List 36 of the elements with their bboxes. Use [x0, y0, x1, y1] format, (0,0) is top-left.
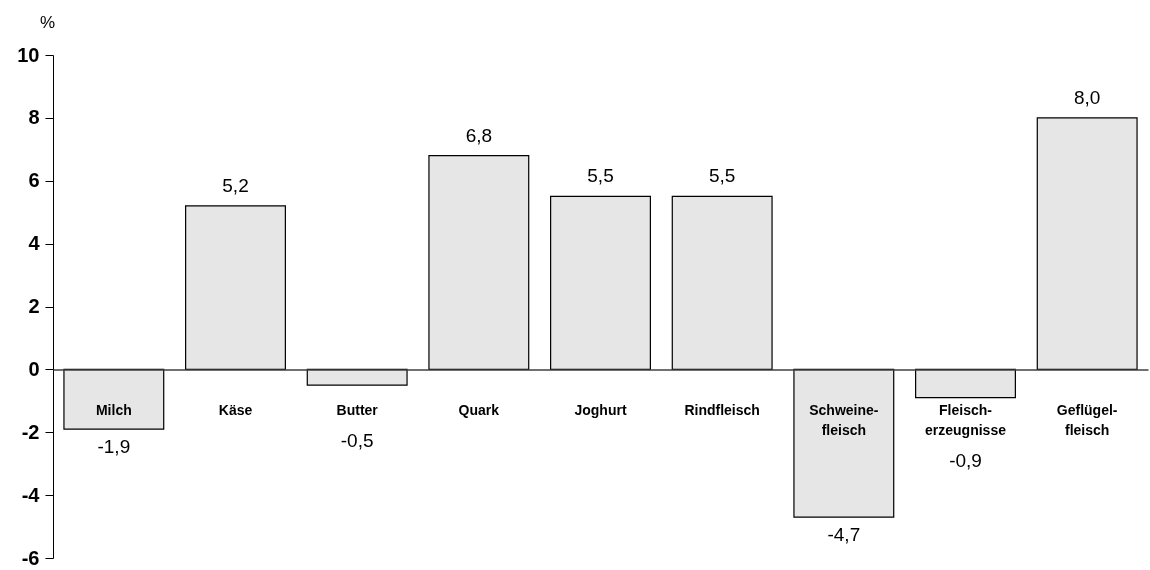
- x-tick-label: Quark: [458, 401, 500, 418]
- x-tick-label: Joghurt: [574, 401, 627, 418]
- y-tick-label: 8: [28, 106, 40, 129]
- x-tick-label: Käse: [218, 401, 253, 418]
- y-tick-label: 10: [17, 43, 40, 66]
- bar: [1036, 117, 1138, 370]
- y-tick-label: 0: [28, 357, 40, 380]
- data-label: -1,9: [97, 436, 131, 458]
- x-tick-label: Milch: [95, 401, 132, 418]
- bar: [185, 205, 286, 370]
- bar: [550, 195, 651, 370]
- x-tick-label: Geflügel- fleisch: [1056, 401, 1118, 438]
- data-label: 5,5: [708, 165, 736, 187]
- y-axis-title: %: [39, 12, 56, 32]
- data-label: 6,8: [465, 124, 493, 146]
- x-tick-label: Schweine- fleisch: [809, 401, 879, 438]
- y-tick-label: -4: [21, 483, 41, 506]
- data-label: 8,0: [1073, 86, 1101, 108]
- y-tick-label: -6: [21, 546, 40, 569]
- bar: [671, 195, 773, 370]
- data-label: -0,5: [340, 430, 374, 452]
- data-label: 5,5: [587, 165, 614, 187]
- x-tick-label: Rindfleisch: [684, 401, 760, 418]
- x-tick-label: Fleisch- erzeugnisse: [925, 401, 1007, 438]
- x-tick-label: Butter: [336, 401, 379, 418]
- data-label: 5,2: [222, 174, 249, 196]
- y-tick-label: 2: [28, 295, 40, 317]
- bar: [793, 368, 895, 518]
- data-label: -4,7: [827, 524, 861, 546]
- y-tick-label: -2: [21, 420, 40, 443]
- bar: [63, 368, 165, 430]
- y-tick-label: 6: [28, 169, 40, 192]
- data-label: -0,9: [949, 450, 982, 472]
- bar: [428, 155, 530, 370]
- y-tick-label: 4: [28, 232, 41, 255]
- bar: [915, 368, 1016, 399]
